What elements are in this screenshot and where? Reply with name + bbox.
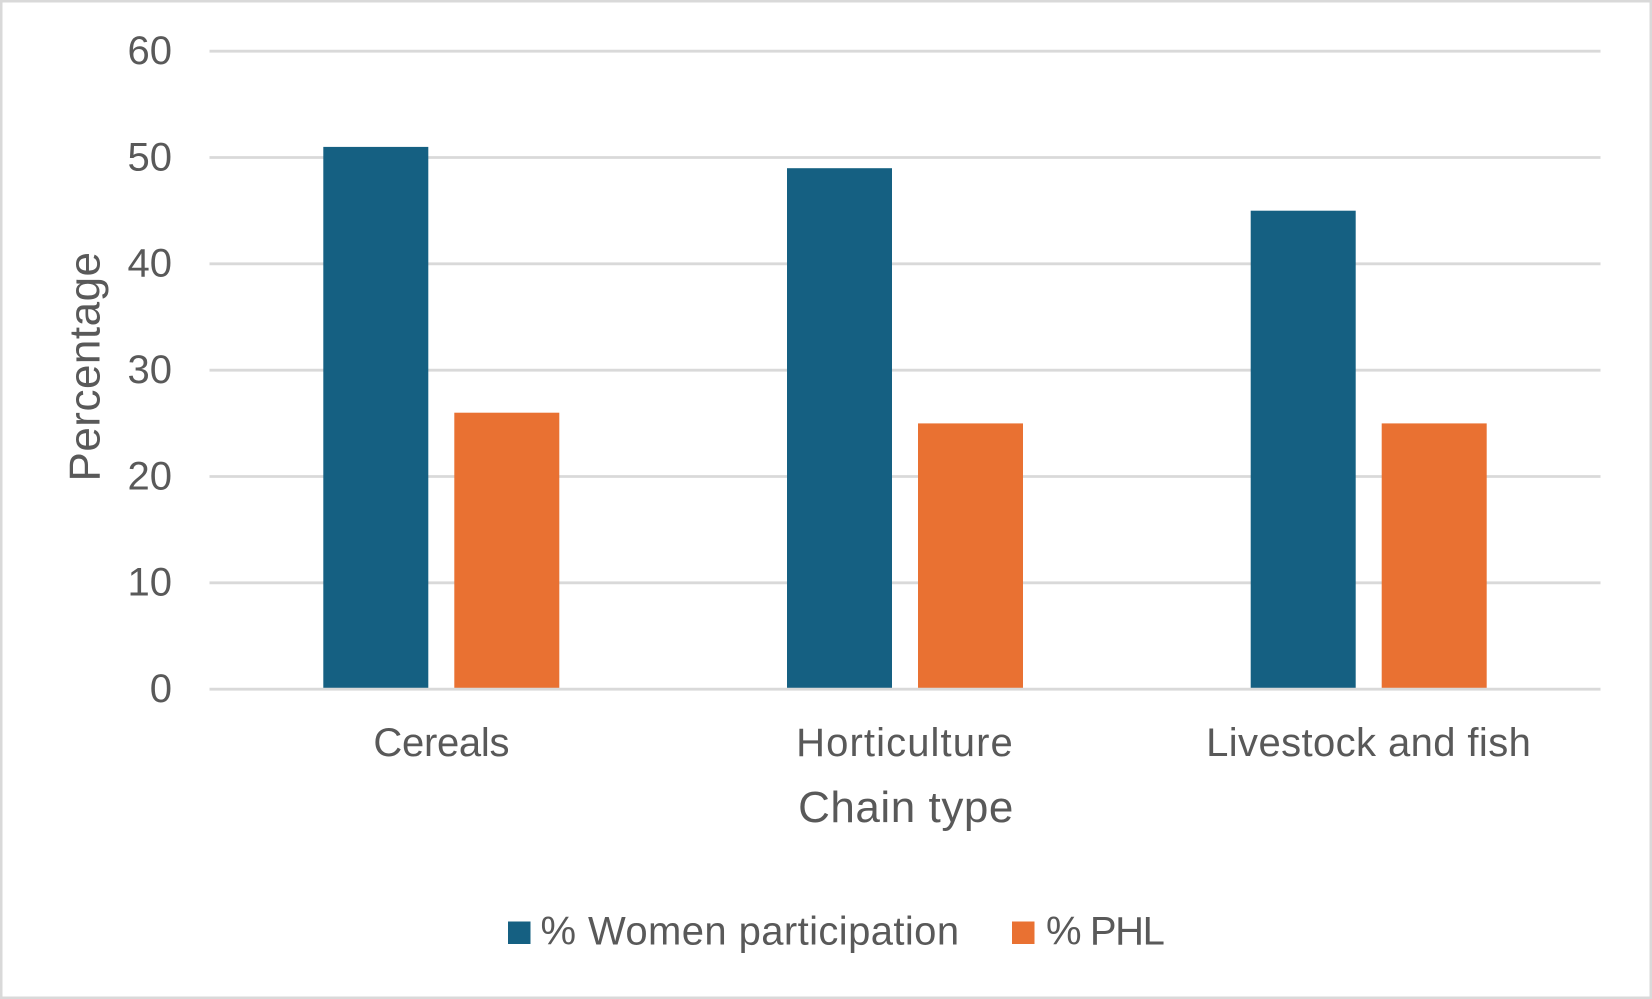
- svg-text:10: 10: [128, 561, 173, 605]
- svg-text:Percentage: Percentage: [61, 251, 110, 481]
- svg-text:60: 60: [128, 29, 173, 73]
- svg-text:50: 50: [128, 135, 173, 179]
- svg-text:20: 20: [128, 454, 173, 498]
- svg-text:Horticulture: Horticulture: [796, 721, 1014, 765]
- svg-text:% PHL: % PHL: [1046, 910, 1164, 954]
- svg-text:0: 0: [150, 667, 172, 711]
- svg-text:Chain type: Chain type: [798, 783, 1014, 832]
- svg-text:30: 30: [128, 348, 173, 392]
- svg-text:Cereals: Cereals: [373, 721, 509, 765]
- svg-text:Livestock and fish: Livestock and fish: [1206, 721, 1531, 765]
- svg-text:% Women participation: % Women participation: [541, 910, 960, 954]
- svg-text:40: 40: [128, 242, 173, 286]
